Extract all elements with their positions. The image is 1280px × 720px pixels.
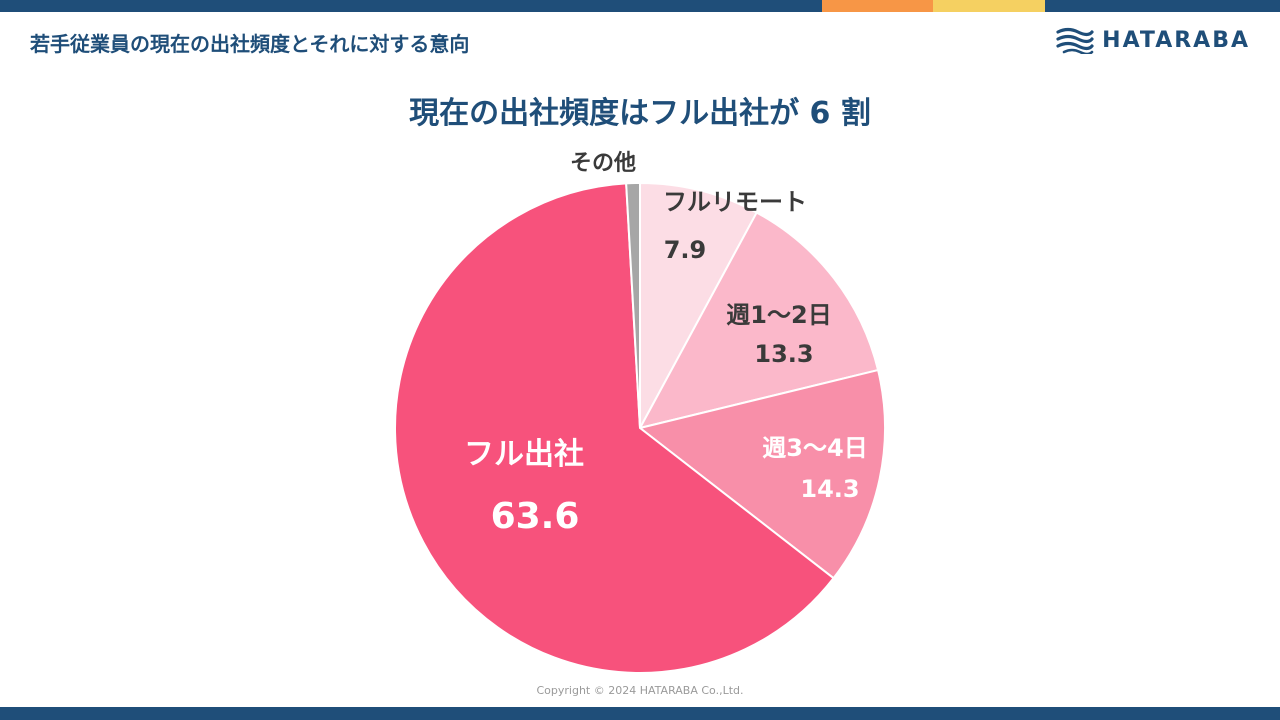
- wave-logo-icon: [1056, 27, 1094, 54]
- slice-label-4: フル出社: [464, 437, 584, 472]
- slice-label-1: フルリモート: [663, 188, 807, 216]
- pie-slice-3: [637, 368, 886, 580]
- pie-slices: [394, 181, 886, 674]
- slice-value-3: 14.3: [800, 475, 859, 503]
- pie-slice-2: [638, 211, 880, 430]
- pie-slice-4: [394, 182, 835, 674]
- slice-label-3: 週3～4日: [762, 434, 867, 462]
- chart-title: 現在の出社頻度はフル出社が 6 割: [409, 96, 871, 131]
- top-accent-orange-segment: [822, 0, 933, 12]
- copyright-text: Copyright © 2024 HATARABA Co.,Ltd.: [536, 684, 744, 697]
- bottom-accent-bar: [0, 707, 1280, 720]
- brand-logo: HATARABA: [1056, 26, 1250, 54]
- top-accent-yellow-segment: [933, 0, 1045, 12]
- pie-slice-5: [625, 181, 641, 429]
- logo-text: HATARABA: [1102, 27, 1250, 53]
- slice-label-2: 週1～2日: [726, 301, 831, 329]
- pie-slice-1: [639, 181, 759, 429]
- top-accent-bar: [0, 0, 1280, 12]
- slice-value-4: 63.6: [491, 496, 580, 537]
- page-title: 若手従業員の現在の出社頻度とそれに対する意向: [30, 32, 470, 56]
- slice-label-5: その他: [570, 151, 636, 176]
- slice-value-1: 7.9: [664, 236, 707, 264]
- pie-labels: フルリモート 7.9 週1～2日 13.3 週3～4日 14.3 フル出社 63.6 その他: [464, 151, 868, 537]
- slice-value-2: 13.3: [754, 340, 813, 368]
